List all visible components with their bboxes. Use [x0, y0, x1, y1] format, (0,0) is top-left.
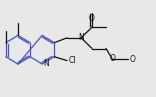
Text: N: N	[78, 33, 84, 42]
Text: O: O	[129, 55, 135, 64]
Text: O: O	[89, 14, 95, 23]
Text: N: N	[43, 59, 49, 68]
Text: Cl: Cl	[69, 56, 77, 65]
Text: O: O	[109, 54, 115, 63]
